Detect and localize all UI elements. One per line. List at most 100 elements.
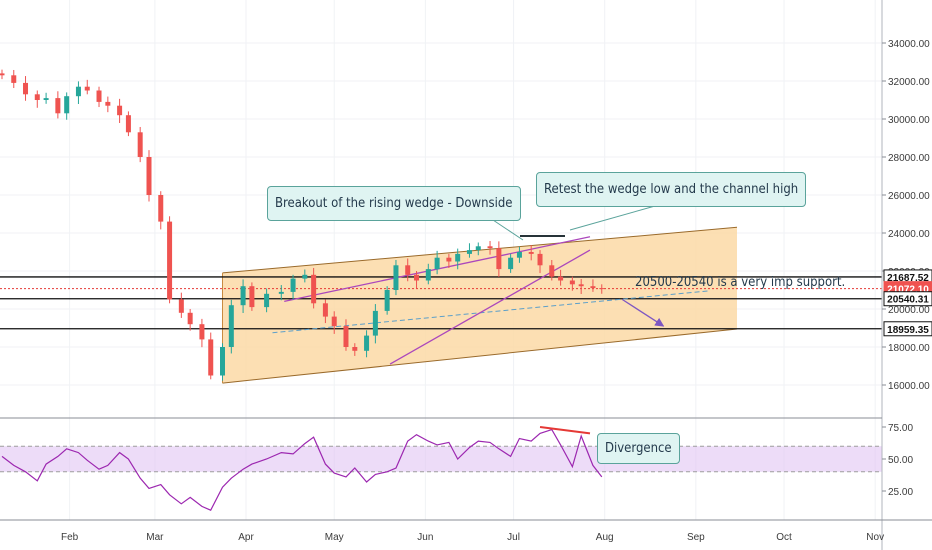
y-tick-label: 24000.00 <box>888 229 930 240</box>
wedge-lower-line <box>389 249 591 365</box>
candle-body <box>249 286 255 308</box>
candle-body <box>0 73 5 76</box>
x-tick-label: Aug <box>596 532 614 543</box>
candle-body <box>75 86 81 97</box>
candle-body <box>425 269 431 281</box>
candle-body <box>55 98 61 114</box>
candle-body <box>496 248 502 270</box>
support-resistance-lines <box>0 276 882 334</box>
annotation-divergence[interactable]: Divergence <box>597 433 680 464</box>
x-tick-label: Jun <box>417 532 433 543</box>
candle-body <box>96 90 102 102</box>
candle-body <box>352 347 358 351</box>
price-label: 20540.31 <box>887 295 929 306</box>
x-tick-label: Feb <box>61 532 79 543</box>
x-tick-label: May <box>325 532 344 543</box>
x-tick-label: Nov <box>866 532 884 543</box>
candle-body <box>487 246 493 249</box>
rsi-tick-label: 25.00 <box>888 487 913 498</box>
candle-body <box>34 94 40 100</box>
x-tick-label: Apr <box>238 532 254 543</box>
breakout-pointer <box>489 217 524 241</box>
candle-body <box>599 288 605 290</box>
price-label-box <box>883 321 932 337</box>
candle-body <box>537 253 543 266</box>
y-tick-label: 30000.00 <box>888 115 930 126</box>
x-tick-label: Jul <box>507 532 520 543</box>
candle-body <box>84 86 90 91</box>
candle-body <box>290 278 296 292</box>
candle-body <box>146 157 152 195</box>
candle-body <box>558 276 564 281</box>
candle-body <box>23 82 29 95</box>
candle-body <box>578 284 584 287</box>
retest-pointer <box>569 205 656 231</box>
annotation-breakout[interactable]: Breakout of the rising wedge - Downside <box>267 186 521 221</box>
x-tick-label: Sep <box>687 532 705 543</box>
candle-body <box>228 305 234 347</box>
candle-body <box>466 250 472 254</box>
rsi-band <box>0 446 882 472</box>
rsi-tick-label: 50.00 <box>888 455 913 466</box>
y-tick-label: 32000.00 <box>888 77 930 88</box>
y-tick-label: 34000.00 <box>888 39 930 50</box>
candle-body <box>549 265 555 277</box>
candle-body <box>311 274 317 304</box>
candle-body <box>137 132 143 157</box>
candle-body <box>405 265 411 275</box>
candle-body <box>11 75 17 83</box>
candle-body <box>475 246 481 251</box>
y-tick-label: 28000.00 <box>888 153 930 164</box>
rsi-tick-label: 75.00 <box>888 423 913 434</box>
downside-arrow <box>621 298 665 327</box>
candle-body <box>240 286 246 306</box>
price-label: 18959.35 <box>887 325 929 336</box>
candle-body <box>158 195 164 222</box>
channel-fill <box>222 227 737 384</box>
candle-body <box>364 335 370 351</box>
x-tick-label: Mar <box>146 532 164 543</box>
channel-lower-line <box>222 328 738 384</box>
support-trend-dashed <box>272 290 708 334</box>
candle-body <box>208 339 214 376</box>
annotation-support: 20500-20540 is a very imp support. <box>635 275 846 290</box>
candle-body <box>178 299 184 313</box>
candle-body <box>278 291 284 294</box>
candle-body <box>125 115 131 133</box>
y-tick-label: 18000.00 <box>888 343 930 354</box>
y-tick-label: 20000.00 <box>888 305 930 316</box>
candle-body <box>516 252 522 258</box>
candle-body <box>455 253 461 262</box>
candle-body <box>384 290 390 311</box>
candle-body <box>187 312 193 325</box>
candle-body <box>302 274 308 279</box>
candle-body <box>446 257 452 262</box>
rsi-line <box>1 428 603 511</box>
candle-body <box>393 265 399 290</box>
candle-body <box>264 293 270 308</box>
x-tick-label: Oct <box>776 532 792 543</box>
candle-body <box>199 324 205 340</box>
price-label-box <box>883 291 932 307</box>
candle-body <box>43 98 49 100</box>
candle-body <box>414 274 420 281</box>
y-tick-label: 26000.00 <box>888 191 930 202</box>
candle-body <box>64 96 70 114</box>
candle-body <box>508 257 514 270</box>
candle-body <box>220 347 225 376</box>
candle-body <box>322 303 328 317</box>
candle-body <box>343 326 349 347</box>
annotation-retest[interactable]: Retest the wedge low and the channel hig… <box>536 172 807 207</box>
candle-body <box>569 280 575 285</box>
candle-body <box>331 316 337 327</box>
divergence-line <box>539 426 591 435</box>
candle-body <box>434 257 440 270</box>
candle-body <box>528 252 534 254</box>
y-tick-label: 16000.00 <box>888 381 930 392</box>
candle-body <box>372 310 378 336</box>
candle-body <box>117 105 123 116</box>
candle-body <box>167 221 173 300</box>
